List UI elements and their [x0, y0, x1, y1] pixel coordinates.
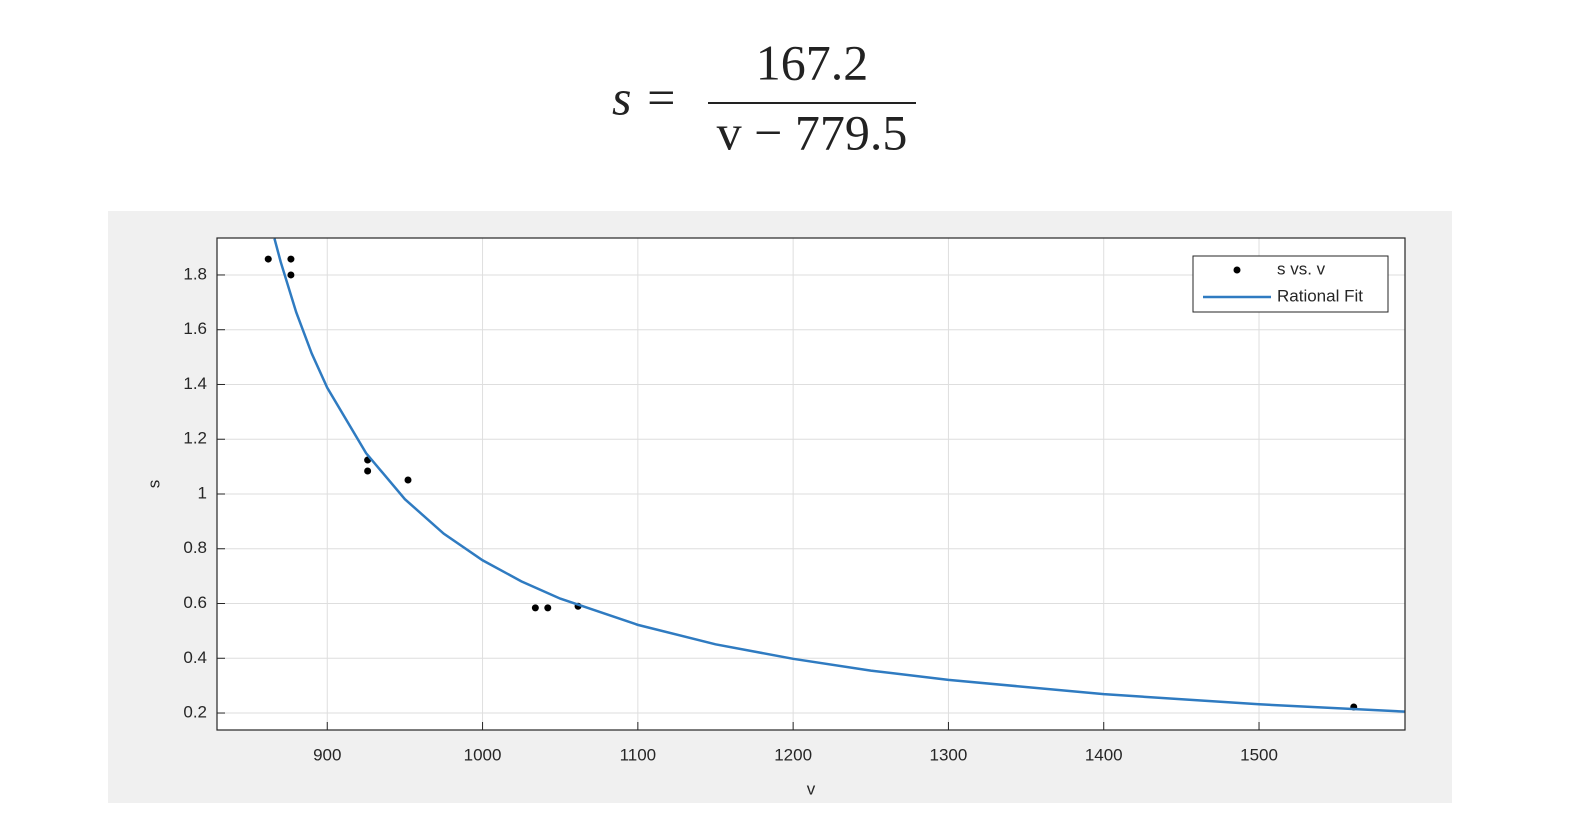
- equation-numerator: 167.2: [756, 34, 869, 90]
- data-point: [287, 271, 295, 279]
- legend-swatch: [1233, 266, 1241, 274]
- data-point: [287, 255, 295, 263]
- data-point: [264, 255, 272, 263]
- y-tick-label: 1.6: [183, 319, 207, 338]
- data-point: [364, 467, 372, 475]
- data-point: [404, 476, 412, 484]
- x-tick-label: 1500: [1240, 745, 1278, 764]
- x-tick-label: 900: [313, 745, 341, 764]
- data-point: [531, 604, 539, 612]
- fit-line: [273, 238, 1405, 713]
- y-axis-label: s: [144, 480, 163, 489]
- legend-label: Rational Fit: [1277, 286, 1363, 305]
- y-tick-label: 1.2: [183, 429, 207, 448]
- y-tick-label: 0.4: [183, 648, 207, 667]
- data-point: [544, 604, 552, 612]
- axes-box: [216, 237, 1406, 731]
- x-tick-label: 1200: [774, 745, 812, 764]
- equation-lhs: s =: [612, 69, 678, 125]
- equation-denominator: v − 779.5: [717, 104, 908, 160]
- x-tick-label: 1100: [620, 745, 657, 764]
- legend-label: s vs. v: [1277, 259, 1326, 278]
- x-axis-label: v: [807, 779, 816, 798]
- y-tick-label: 1: [198, 483, 207, 502]
- x-tick-label: 1400: [1085, 745, 1123, 764]
- y-tick-label: 0.8: [183, 538, 207, 557]
- legend-box: [1192, 255, 1389, 313]
- y-tick-label: 1.8: [183, 264, 207, 283]
- plot-area: [217, 238, 1405, 730]
- x-tick-label: 1000: [464, 745, 502, 764]
- y-tick-label: 1.4: [183, 374, 207, 393]
- x-tick-label: 1300: [930, 745, 968, 764]
- y-tick-label: 0.2: [183, 703, 207, 722]
- y-tick-label: 0.6: [183, 593, 207, 612]
